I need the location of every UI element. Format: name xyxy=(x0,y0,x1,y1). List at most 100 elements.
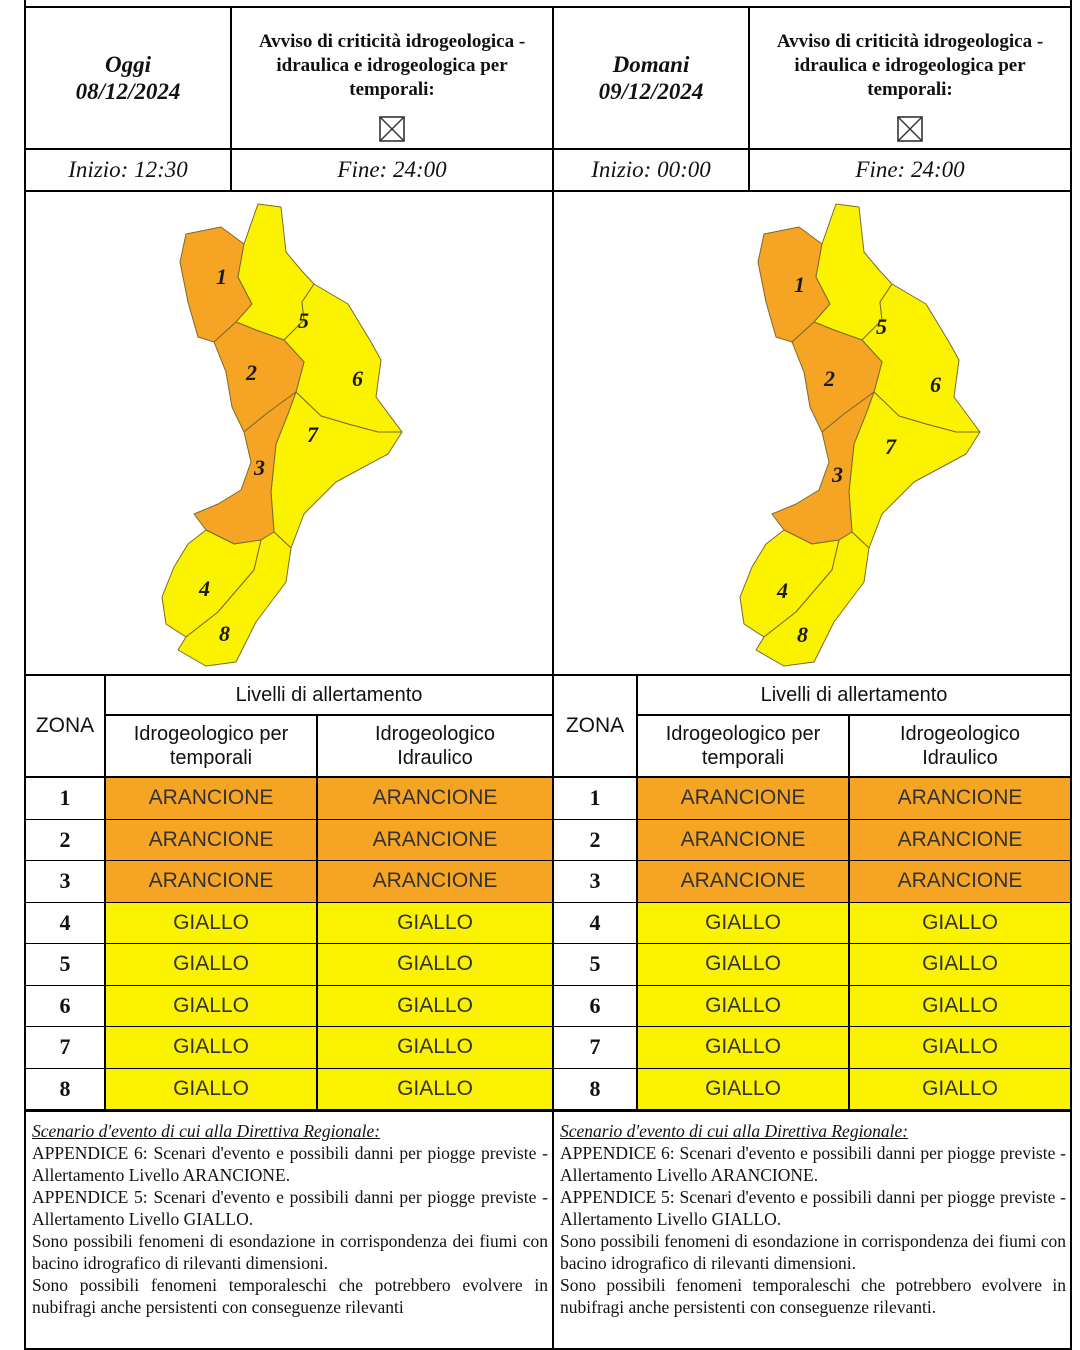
day-date: 08/12/2024 xyxy=(75,79,181,104)
level-idraulico-cell: ARANCIONE xyxy=(318,819,552,860)
end-time: Fine: 24:00 xyxy=(855,157,965,182)
map-label-5: 5 xyxy=(876,314,887,339)
map-label-3: 3 xyxy=(253,455,265,480)
map-label-7: 7 xyxy=(885,434,897,459)
level-temporali-cell: ARANCIONE xyxy=(106,778,318,819)
levels-header: Livelli di allertamento xyxy=(106,676,552,716)
zona-header: ZONA xyxy=(554,676,638,778)
forecast-panel-tomorrow: Domani 09/12/2024 Avviso di criticità id… xyxy=(552,6,1072,1350)
level-temporali-cell: GIALLO xyxy=(106,985,318,1026)
map-label-4: 4 xyxy=(776,578,788,603)
map-label-5: 5 xyxy=(298,308,309,333)
level-temporali-cell: GIALLO xyxy=(638,944,850,985)
zone-number: 4 xyxy=(554,902,638,943)
map-label-1: 1 xyxy=(216,264,227,289)
table-row: 2 ARANCIONE ARANCIONE xyxy=(26,819,552,861)
zone-number: 6 xyxy=(26,985,106,1026)
level-idraulico-cell: GIALLO xyxy=(318,1027,552,1068)
notice-line: idraulica e idrogeologica per xyxy=(276,55,508,76)
level-idraulico-cell: ARANCIONE xyxy=(850,778,1070,819)
end-time: Fine: 24:00 xyxy=(337,157,447,182)
start-time: Inizio: 00:00 xyxy=(554,150,750,190)
scenario-text: Scenario d'evento di cui alla Direttiva … xyxy=(26,1110,552,1348)
table-row: 5 GIALLO GIALLO xyxy=(26,944,552,986)
level-idraulico-cell: GIALLO xyxy=(318,1068,552,1109)
level-idraulico-cell: GIALLO xyxy=(318,902,552,943)
scenario-line: Sono possibili fenomeni di esondazione i… xyxy=(560,1231,1066,1273)
level-idraulico-cell: ARANCIONE xyxy=(850,861,1070,902)
level-idraulico-cell: GIALLO xyxy=(318,985,552,1026)
level-idraulico-cell: GIALLO xyxy=(850,944,1070,985)
level-temporali-cell: GIALLO xyxy=(638,902,850,943)
level-temporali-cell: GIALLO xyxy=(106,902,318,943)
map-label-8: 8 xyxy=(219,621,230,646)
zone-number: 5 xyxy=(554,944,638,985)
zone-number: 6 xyxy=(554,985,638,1026)
col-header-line: Idrogeologico per xyxy=(133,723,289,745)
zone-number: 8 xyxy=(554,1068,638,1109)
notice-line: temporali: xyxy=(867,79,953,100)
level-temporali-cell: GIALLO xyxy=(106,1068,318,1109)
zone-number: 8 xyxy=(26,1068,106,1109)
zona-header: ZONA xyxy=(26,676,106,778)
scenario-title: Scenario d'evento di cui alla Direttiva … xyxy=(560,1121,909,1141)
time-row: Inizio: 00:00 Fine: 24:00 xyxy=(554,150,1070,192)
level-idraulico-cell: GIALLO xyxy=(850,1068,1070,1109)
col-header-line: Idrogeologico per xyxy=(665,723,821,745)
col-header-line: temporali xyxy=(169,747,253,769)
scenario-line: APPENDICE 6: Scenari d'evento e possibil… xyxy=(560,1143,1066,1185)
scenario-title: Scenario d'evento di cui alla Direttiva … xyxy=(32,1121,381,1141)
scenario-line: APPENDICE 5: Scenari d'evento e possibil… xyxy=(560,1187,1066,1229)
calabria-zone-map: 1 5 6 2 7 3 4 8 xyxy=(161,203,403,667)
zone-number: 1 xyxy=(554,778,638,819)
scenario-line: Sono possibili fenomeni temporaleschi ch… xyxy=(560,1275,1066,1317)
empty-crossed-checkbox-icon xyxy=(897,116,923,142)
alert-table: ZONA Livelli di allertamento Idrogeologi… xyxy=(554,676,1070,1110)
zone-number: 3 xyxy=(26,861,106,902)
col-header-line: Idraulico xyxy=(397,747,473,769)
zone-map: 1 5 6 2 7 3 4 8 xyxy=(554,192,1070,676)
zone-number: 2 xyxy=(26,819,106,860)
zone-number: 7 xyxy=(26,1027,106,1068)
time-row: Inizio: 12:30 Fine: 24:00 xyxy=(26,150,552,192)
level-temporali-cell: GIALLO xyxy=(638,1068,850,1109)
notice-line: temporali: xyxy=(349,79,435,100)
col-header-idraulico: Idrogeologico Idraulico xyxy=(318,716,552,778)
start-time: Inizio: 12:30 xyxy=(26,150,232,190)
notice-line: Avviso di criticità idrogeologica - xyxy=(258,31,526,52)
table-row: 4 GIALLO GIALLO xyxy=(26,902,552,944)
map-label-2: 2 xyxy=(245,360,257,385)
map-label-3: 3 xyxy=(831,462,843,487)
level-temporali-cell: ARANCIONE xyxy=(638,861,850,902)
table-row: 8 GIALLO GIALLO xyxy=(554,1068,1070,1110)
table-row: 3 ARANCIONE ARANCIONE xyxy=(554,861,1070,903)
forecast-panel-today: Oggi 08/12/2024 Avviso di criticità idro… xyxy=(24,6,554,1350)
map-label-8: 8 xyxy=(797,622,808,647)
notice-line: Avviso di criticità idrogeologica - xyxy=(776,31,1044,52)
zone-number: 7 xyxy=(554,1027,638,1068)
level-temporali-cell: ARANCIONE xyxy=(638,778,850,819)
notice-line: idraulica e idrogeologica per xyxy=(794,55,1026,76)
level-idraulico-cell: GIALLO xyxy=(318,944,552,985)
panel-header: Oggi 08/12/2024 Avviso di criticità idro… xyxy=(26,8,552,150)
level-idraulico-cell: GIALLO xyxy=(850,902,1070,943)
level-idraulico-cell: GIALLO xyxy=(850,1027,1070,1068)
level-temporali-cell: GIALLO xyxy=(638,985,850,1026)
table-row: 1 ARANCIONE ARANCIONE xyxy=(26,778,552,820)
notice-cell: Avviso di criticità idrogeologica - idra… xyxy=(232,8,552,148)
map-label-4: 4 xyxy=(198,576,210,601)
day-cell: Domani 09/12/2024 xyxy=(554,8,750,148)
map-label-1: 1 xyxy=(794,272,805,297)
col-header-line: Idraulico xyxy=(922,747,998,769)
day-label: Domani xyxy=(612,52,690,77)
day-cell: Oggi 08/12/2024 xyxy=(26,8,232,148)
table-row: 6 GIALLO GIALLO xyxy=(554,985,1070,1027)
table-row: 4 GIALLO GIALLO xyxy=(554,902,1070,944)
levels-header: Livelli di allertamento xyxy=(638,676,1070,716)
col-header-line: Idrogeologico xyxy=(899,723,1021,745)
col-header-line: Idrogeologico xyxy=(374,723,496,745)
col-header-idraulico: Idrogeologico Idraulico xyxy=(850,716,1070,778)
table-row: 7 GIALLO GIALLO xyxy=(554,1027,1070,1069)
map-label-6: 6 xyxy=(930,372,941,397)
day-label: Oggi xyxy=(105,52,151,77)
